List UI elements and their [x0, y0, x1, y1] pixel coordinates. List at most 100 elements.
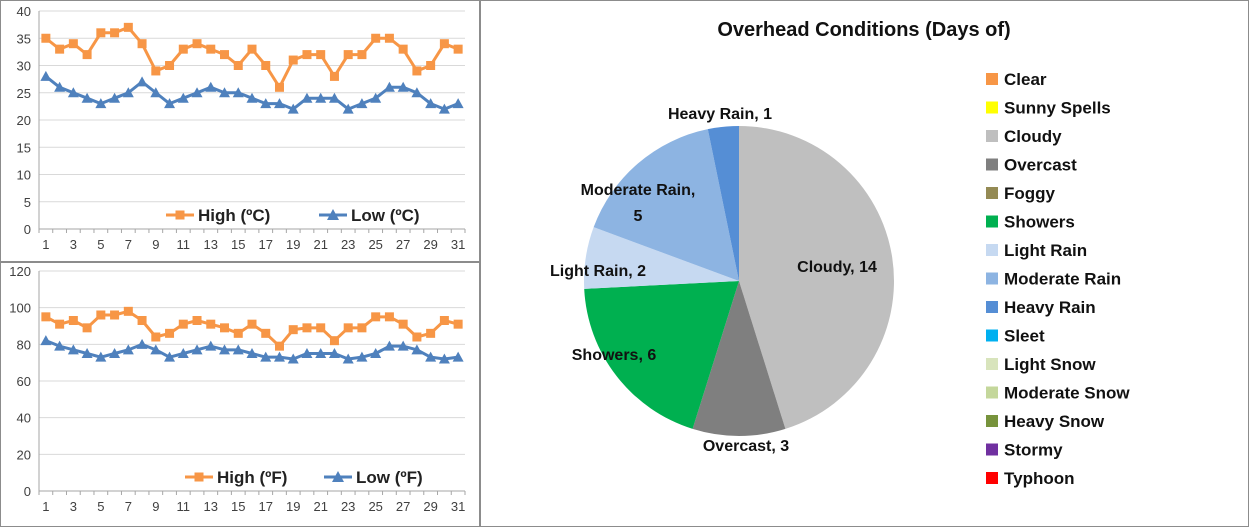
x-tick-label: 21: [313, 499, 327, 514]
legend-swatch: [986, 244, 998, 256]
slice-data-label: Moderate Rain, 5: [581, 182, 696, 225]
legend-label: Moderate Snow: [1004, 384, 1130, 403]
data-point: [96, 28, 106, 38]
x-tick-label: 15: [231, 499, 245, 514]
data-point: [301, 92, 313, 103]
data-point: [411, 87, 423, 98]
data-point: [328, 92, 340, 103]
data-point: [301, 348, 313, 358]
data-point: [95, 351, 107, 362]
x-tick-label: 19: [286, 237, 300, 252]
data-point: [274, 82, 284, 92]
data-point: [452, 351, 464, 362]
y-tick-label: 120: [9, 264, 31, 279]
data-point: [55, 44, 65, 54]
slice-data-label: Overcast, 3: [703, 438, 789, 455]
data-point: [315, 348, 327, 358]
x-tick-label: 31: [451, 499, 465, 514]
data-point: [137, 39, 147, 49]
data-point: [260, 351, 272, 362]
pie-slice: [593, 129, 739, 281]
data-point: [246, 92, 258, 103]
pie-slice: [584, 227, 739, 289]
pie-slice: [707, 126, 739, 281]
data-point: [370, 92, 382, 103]
legend-label: High (ºC): [198, 206, 270, 225]
data-point: [165, 328, 175, 338]
data-point: [110, 28, 120, 38]
data-point: [383, 340, 395, 351]
data-point: [288, 325, 298, 335]
data-point: [136, 338, 148, 349]
data-point: [342, 353, 354, 364]
legend-label: High (ºF): [217, 468, 287, 487]
legend-swatch: [986, 130, 998, 142]
data-point: [453, 44, 463, 54]
data-point: [425, 351, 437, 362]
data-point: [150, 344, 162, 355]
data-point: [288, 55, 298, 65]
x-tick-label: 31: [451, 237, 465, 252]
data-point: [273, 98, 285, 109]
data-point: [219, 87, 231, 98]
x-tick-label: 23: [341, 499, 355, 514]
data-point: [123, 22, 133, 32]
data-point: [411, 344, 423, 355]
y-tick-label: 10: [17, 168, 31, 183]
data-point: [260, 98, 272, 109]
x-tick-label: 5: [97, 237, 104, 252]
data-point: [95, 98, 107, 109]
data-point: [178, 44, 188, 54]
data-point: [233, 61, 243, 70]
data-point: [81, 348, 93, 358]
legend-swatch: [986, 415, 998, 427]
data-point: [426, 61, 436, 70]
pie-slice: [584, 281, 739, 429]
legend-swatch: [986, 386, 998, 399]
data-point: [151, 66, 161, 76]
data-point: [287, 353, 299, 364]
y-tick-label: 20: [17, 113, 31, 128]
data-point: [40, 335, 52, 346]
fahrenheit-chart-panel: 0 20 40 60 80 100 120 1 3 5 7 9 11 13 15 17 19 21 23 25 27 29…: [0, 262, 480, 527]
data-point: [177, 348, 189, 358]
data-point: [220, 50, 230, 60]
slice-data-label: Heavy Rain, 1: [668, 106, 772, 123]
x-tick-label: 5: [97, 499, 104, 514]
data-point: [315, 92, 327, 103]
data-point: [343, 323, 353, 333]
x-tick-label: 29: [423, 237, 437, 252]
x-tick-label: 11: [177, 499, 191, 514]
data-point: [356, 98, 368, 109]
data-point: [261, 328, 271, 338]
data-point: [329, 71, 339, 81]
legend-label: Light Snow: [1004, 355, 1096, 374]
celsius-chart-panel: 0 5 10 15 20 25 30 35 40 1 3 5 7 9 11 13 15 17 19 21 23 25 27 2…: [0, 0, 480, 262]
slice-data-label: Showers, 6: [572, 347, 657, 364]
slice-data-label: Light Rain, 2: [550, 263, 646, 280]
data-point: [232, 87, 244, 98]
data-point: [371, 33, 381, 43]
data-point: [316, 323, 326, 333]
pie-slice: [739, 126, 894, 429]
data-point: [192, 316, 202, 325]
x-tick-label: 29: [423, 499, 437, 514]
data-point: [54, 81, 66, 92]
data-point: [412, 332, 422, 342]
data-point: [137, 316, 147, 325]
chart-title: Overhead Conditions (Days of): [717, 19, 1010, 41]
legend-swatch: [986, 472, 998, 484]
legend-label: Light Rain: [1004, 241, 1087, 260]
y-tick-label: 0: [24, 484, 31, 499]
legend-label: Moderate Rain: [1004, 270, 1121, 289]
data-point: [220, 323, 230, 333]
data-point: [219, 344, 231, 355]
data-point: [206, 44, 216, 54]
data-point: [150, 87, 162, 98]
data-point: [412, 66, 422, 76]
y-tick-label: 60: [17, 374, 31, 389]
x-tick-label: 15: [231, 237, 245, 252]
data-point: [110, 310, 120, 320]
legend-swatch: [986, 272, 998, 285]
x-tick-label: 13: [204, 237, 218, 252]
